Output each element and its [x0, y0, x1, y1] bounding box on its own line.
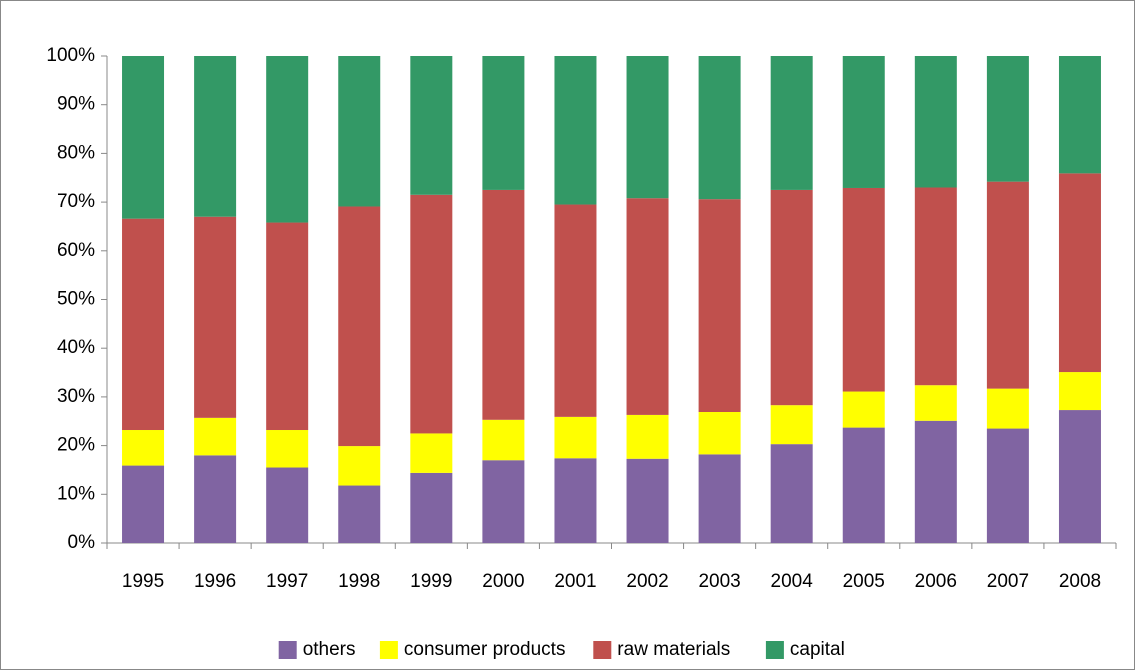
- y-tick-label: 20%: [57, 435, 95, 456]
- y-tick-label: 0%: [68, 532, 96, 553]
- x-tick-label: 2002: [626, 571, 668, 592]
- x-tick-label: 2006: [915, 571, 957, 592]
- bar-segment: [410, 56, 453, 195]
- bar-segment: [1058, 372, 1101, 411]
- bar-segment: [338, 56, 381, 207]
- bar-segment: [194, 417, 237, 456]
- bar-segment: [554, 416, 597, 459]
- bar-segment: [914, 420, 957, 543]
- bar-segment: [266, 467, 309, 543]
- legend-label: others: [303, 639, 356, 660]
- x-tick-label: 1995: [122, 571, 164, 592]
- bar-segment: [194, 455, 237, 543]
- bar-segment: [410, 194, 453, 434]
- bar-segment: [770, 405, 813, 445]
- bar-segment: [698, 454, 741, 543]
- bar-segment: [554, 204, 597, 417]
- bar-segment: [626, 458, 669, 543]
- legend-swatch: [379, 641, 398, 659]
- bar-segment: [914, 187, 957, 386]
- y-tick-label: 70%: [57, 191, 95, 212]
- bar-segment: [770, 56, 813, 190]
- bar-segment: [1058, 410, 1101, 543]
- bar-segment: [482, 460, 525, 543]
- x-tick-label: 2003: [698, 571, 740, 592]
- bar-segment: [554, 458, 597, 543]
- y-tick-label: 100%: [46, 45, 95, 66]
- bar-segment: [914, 56, 957, 188]
- bar-segment: [842, 56, 885, 188]
- bar-segment: [770, 444, 813, 543]
- legend-swatch: [765, 641, 784, 659]
- x-tick-label: 2000: [482, 571, 524, 592]
- x-tick-label: 2008: [1059, 571, 1101, 592]
- y-tick-label: 60%: [57, 240, 95, 261]
- bar-segment: [986, 181, 1029, 389]
- bar-segment: [194, 216, 237, 418]
- bar-segment: [266, 56, 309, 223]
- y-tick-label: 50%: [57, 289, 95, 310]
- bar-segment: [482, 56, 525, 190]
- bar-segment: [122, 430, 165, 466]
- bar-segment: [842, 187, 885, 392]
- legend-label: consumer products: [404, 639, 566, 660]
- bar-segment: [986, 388, 1029, 429]
- x-tick-label: 2005: [843, 571, 885, 592]
- bar-segment: [194, 56, 237, 217]
- y-tick-label: 10%: [57, 483, 95, 504]
- legend-label: capital: [790, 639, 845, 660]
- bar-segment: [626, 198, 669, 415]
- y-tick-label: 80%: [57, 142, 95, 163]
- x-tick-label: 2007: [987, 571, 1029, 592]
- bar-segment: [986, 428, 1029, 543]
- bar-segment: [842, 427, 885, 543]
- x-tick-label: 1996: [194, 571, 236, 592]
- bar-segment: [410, 472, 453, 543]
- x-tick-label: 2004: [771, 571, 814, 592]
- bar-segment: [914, 385, 957, 421]
- bar-segment: [122, 218, 165, 431]
- bar-segment: [338, 485, 381, 543]
- legend-swatch: [593, 641, 612, 659]
- bar-segment: [770, 189, 813, 406]
- bar-segment: [482, 189, 525, 420]
- x-tick-label: 1998: [338, 571, 380, 592]
- bar-segment: [842, 391, 885, 428]
- bar-segment: [122, 56, 165, 219]
- bar-segment: [626, 56, 669, 199]
- x-tick-label: 2001: [554, 571, 596, 592]
- y-tick-label: 30%: [57, 386, 95, 407]
- bar-segment: [698, 199, 741, 412]
- bar-segment: [626, 414, 669, 459]
- x-tick-label: 1999: [410, 571, 452, 592]
- bar-segment: [986, 56, 1029, 182]
- bar-segment: [266, 222, 309, 431]
- bar-segment: [698, 411, 741, 455]
- legend-swatch: [278, 641, 297, 659]
- y-tick-label: 90%: [57, 94, 95, 115]
- bar-segment: [554, 56, 597, 205]
- legend-label: raw materials: [617, 639, 730, 660]
- bar-segment: [482, 419, 525, 461]
- bar-segment: [338, 206, 381, 447]
- y-tick-label: 40%: [57, 337, 95, 358]
- bar-segment: [266, 430, 309, 468]
- bar-segment: [410, 433, 453, 473]
- bar-segment: [1058, 56, 1101, 174]
- x-tick-label: 1997: [266, 571, 308, 592]
- bar-segment: [1058, 173, 1101, 373]
- bar-segment: [338, 446, 381, 486]
- bar-segment: [122, 465, 165, 543]
- bar-segment: [698, 56, 741, 200]
